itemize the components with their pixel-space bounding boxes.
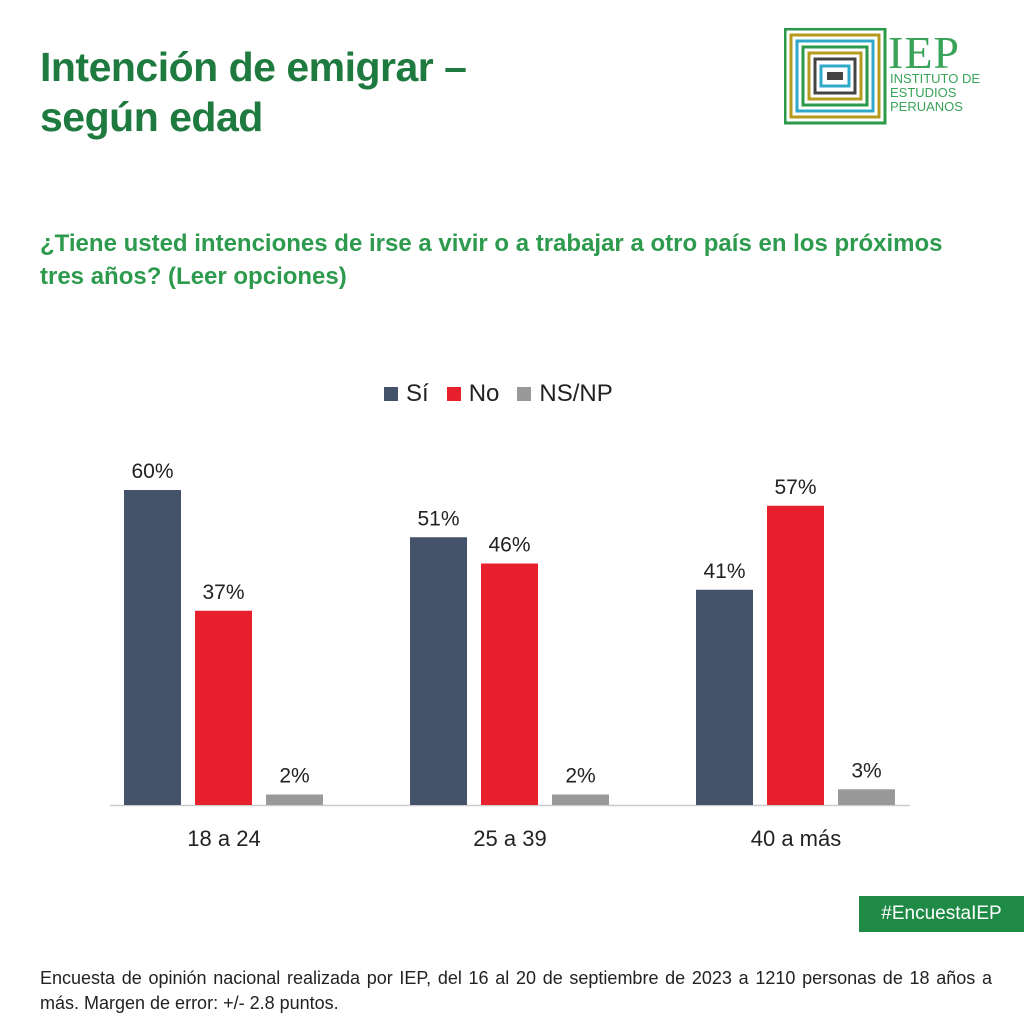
bar-1-0	[410, 537, 467, 805]
bar-0-1	[195, 610, 252, 805]
bar-0-0	[124, 490, 181, 805]
legend-swatch-nsnp	[517, 387, 532, 401]
legend-swatch-si	[384, 387, 398, 401]
iep-logo-sub-line1: INSTITUTO DE	[890, 71, 981, 86]
chart-legend: Sí No NS/NP	[384, 380, 613, 408]
legend-item-nsnp: NS/NP	[517, 380, 613, 408]
page-title: Intención de emigrar – según edad	[40, 42, 467, 142]
iep-logo-sub-line2: ESTUDIOS	[890, 85, 957, 100]
legend-swatch-no	[446, 387, 461, 401]
data-label-1-1: 46%	[488, 534, 530, 557]
bar-2-1	[767, 505, 824, 805]
bar-2-2	[838, 789, 895, 805]
iep-logo-sub-line3: PERUANOS	[890, 99, 963, 114]
data-label-0-1: 37%	[202, 581, 244, 604]
category-label-0: 18 a 24	[187, 826, 260, 851]
legend-label-nsnp: NS/NP	[539, 380, 613, 407]
category-label-2: 40 a más	[751, 826, 842, 851]
iep-logo-icon	[783, 27, 887, 125]
hashtag-badge: #EncuestaIEP	[859, 896, 1024, 932]
bar-2-0	[696, 589, 753, 805]
data-label-2-1: 57%	[774, 476, 816, 499]
bar-1-1	[481, 563, 538, 805]
legend-item-no: No	[446, 380, 500, 408]
survey-footnote: Encuesta de opinión nacional realizada p…	[40, 968, 992, 1013]
bar-1-2	[552, 794, 609, 805]
iep-logo-subtitle: INSTITUTO DE ESTUDIOS PERUANOS	[890, 72, 980, 114]
data-label-2-0: 41%	[703, 560, 745, 583]
category-label-1: 25 a 39	[473, 826, 546, 851]
data-label-2-2: 3%	[851, 759, 881, 782]
legend-item-si: Sí	[384, 380, 429, 408]
data-label-1-0: 51%	[417, 507, 459, 530]
iep-logo: IEP INSTITUTO DE ESTUDIOS PERUANOS	[783, 27, 1014, 128]
legend-label-no: No	[468, 380, 500, 407]
data-label-1-2: 2%	[565, 765, 595, 788]
data-label-0-2: 2%	[279, 765, 309, 788]
bar-0-2	[266, 794, 323, 805]
legend-label-si: Sí	[406, 380, 429, 407]
page-title-line1: Intención de emigrar –	[40, 44, 467, 90]
bar-chart: 60% 37% 2% 18 a 24 51% 46% 2% 25 a 39 41% 57% 3% 40…	[110, 460, 910, 851]
page-title-line2: según edad	[40, 94, 263, 140]
survey-question: ¿Tiene usted intenciones de irse a vivir…	[40, 230, 943, 290]
data-label-0-0: 60%	[131, 460, 173, 483]
iep-logo-name: IEP	[888, 27, 960, 78]
